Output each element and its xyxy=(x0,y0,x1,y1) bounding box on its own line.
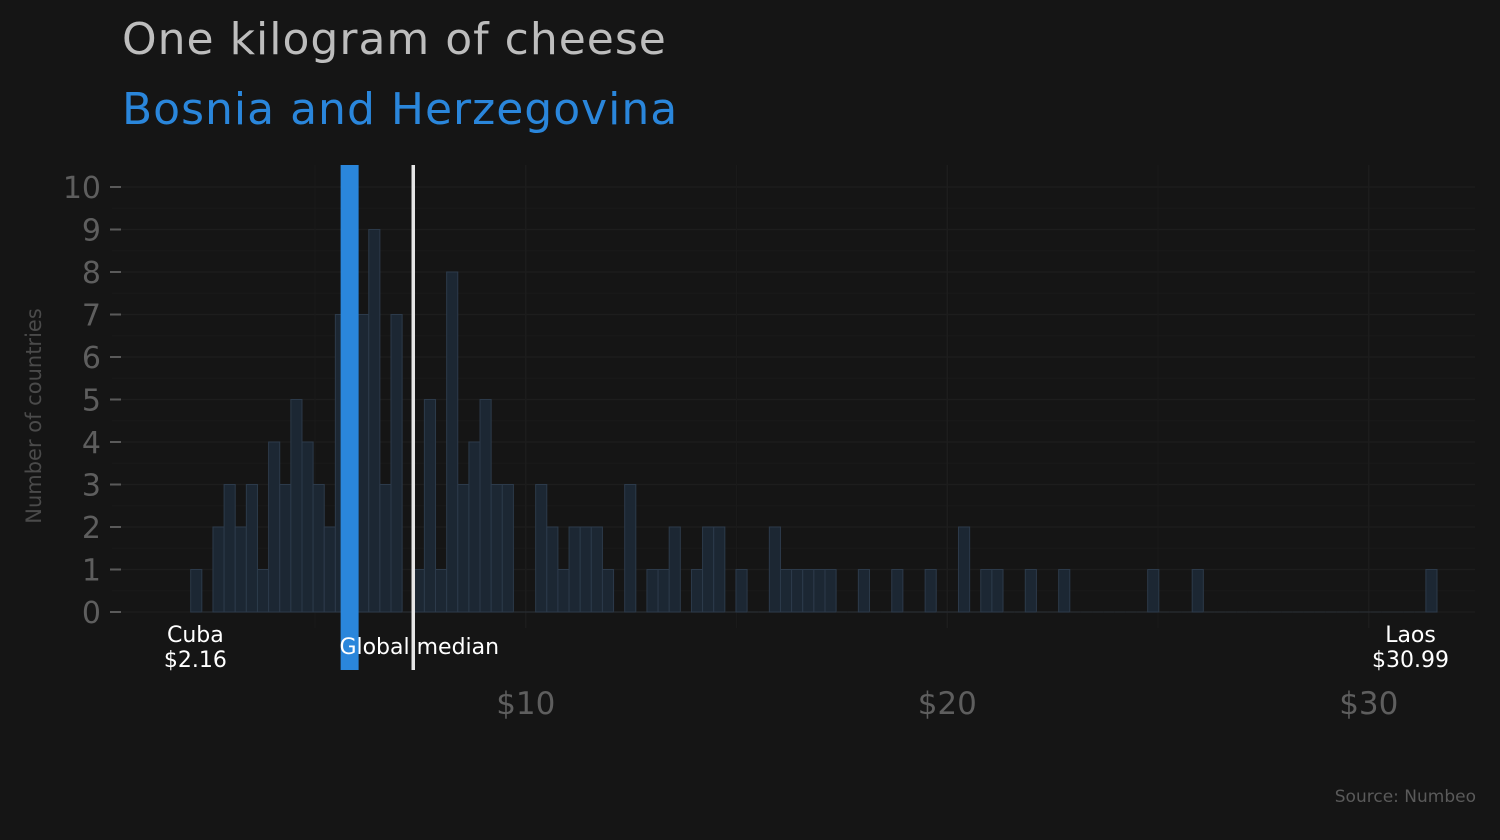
y-axis: 0 1 2 3 4 5 6 7 8 9 10 Number of countries xyxy=(22,171,121,631)
histogram-bar xyxy=(312,484,325,613)
annotation-country: Laos xyxy=(1385,623,1436,648)
histogram-bar xyxy=(546,526,559,613)
y-tick-label: 5 xyxy=(82,384,101,419)
source-note: Source: Numbeo xyxy=(1334,787,1476,807)
histogram-bar xyxy=(735,569,748,613)
histogram-bar xyxy=(891,569,904,613)
annotation-price: $2.16 xyxy=(164,648,227,673)
histogram-bar xyxy=(857,569,870,613)
histogram-bar xyxy=(579,526,592,613)
histogram-bar xyxy=(468,441,481,613)
histogram-bar xyxy=(245,484,258,613)
histogram-bar xyxy=(212,526,225,613)
histogram-bar xyxy=(190,569,203,613)
histogram-bar xyxy=(234,526,247,613)
histogram-bar xyxy=(223,484,236,613)
histogram-bar xyxy=(256,569,270,613)
x-tick-label: $30 xyxy=(1339,686,1398,722)
histogram-bar xyxy=(668,526,681,613)
annotation-laos: Laos$30.99 xyxy=(1372,623,1449,673)
y-tick-label: 7 xyxy=(82,299,101,334)
global-median-label: Global median xyxy=(339,635,499,660)
histogram-bar xyxy=(813,569,826,613)
histogram-bar xyxy=(768,526,781,613)
histogram-bar xyxy=(646,569,659,613)
histogram-bar xyxy=(490,484,503,613)
x-tick-label: $20 xyxy=(918,686,977,722)
histogram-bar xyxy=(657,569,670,613)
histogram-bar xyxy=(991,569,1004,613)
histogram-bar xyxy=(390,314,403,613)
histogram-bar xyxy=(690,569,704,613)
histogram-bar xyxy=(446,271,459,613)
histogram-bar xyxy=(479,399,492,613)
histogram-bar xyxy=(379,484,392,613)
histogram-bar xyxy=(357,314,370,613)
histogram-bar xyxy=(791,569,804,613)
histogram-bar xyxy=(323,526,336,613)
histogram-bar xyxy=(1058,569,1071,613)
histogram-bar xyxy=(590,526,603,613)
histogram-bar xyxy=(713,526,726,613)
histogram-bar xyxy=(435,569,448,613)
y-tick-label: 8 xyxy=(82,256,101,291)
histogram-bar xyxy=(290,399,303,613)
histogram-bar xyxy=(924,569,937,613)
histogram-bar xyxy=(1024,569,1037,613)
y-axis-label: Number of countries xyxy=(22,308,46,524)
histogram-bar xyxy=(779,569,793,613)
annotation-cuba: Cuba$2.16 xyxy=(164,623,227,673)
histogram-bar xyxy=(624,484,637,613)
y-tick-label: 4 xyxy=(82,426,101,461)
histogram-bar xyxy=(301,441,314,613)
histogram-bar xyxy=(601,569,615,613)
y-tick-label: 6 xyxy=(82,341,101,376)
y-tick-label: 3 xyxy=(82,469,101,504)
histogram-bar xyxy=(1425,569,1438,613)
histogram-bar xyxy=(802,569,815,613)
histogram-bar xyxy=(535,484,548,613)
chart-subtitle: Bosnia and Herzegovina xyxy=(122,84,679,135)
y-tick-label: 10 xyxy=(63,171,101,206)
histogram-bar xyxy=(824,569,837,613)
annotation-country: Cuba xyxy=(167,623,224,648)
chart-title: One kilogram of cheese xyxy=(122,14,667,65)
histogram-bar xyxy=(958,526,971,613)
histogram-bar xyxy=(268,441,281,613)
histogram-bar xyxy=(1191,569,1204,613)
histogram-bar xyxy=(557,569,570,613)
y-tick-label: 1 xyxy=(82,554,101,589)
histogram-bars xyxy=(190,229,1438,613)
histogram-bar xyxy=(368,229,381,613)
y-tick-label: 0 xyxy=(82,596,101,631)
histogram-bar xyxy=(423,399,437,613)
annotation-price: $30.99 xyxy=(1372,648,1449,673)
x-axis: $10 $20 $30 xyxy=(496,686,1398,722)
histogram-bar xyxy=(501,484,514,613)
histogram-bar xyxy=(457,484,470,613)
histogram-bar xyxy=(279,484,292,613)
histogram-bar xyxy=(980,569,993,613)
histogram-bar xyxy=(568,526,581,613)
x-tick-label: $10 xyxy=(496,686,555,722)
histogram-bar xyxy=(1147,569,1160,613)
histogram-bar xyxy=(702,526,715,613)
highlight-country-bar xyxy=(340,165,359,670)
y-tick-label: 2 xyxy=(82,511,101,546)
y-tick-label: 9 xyxy=(82,214,101,249)
